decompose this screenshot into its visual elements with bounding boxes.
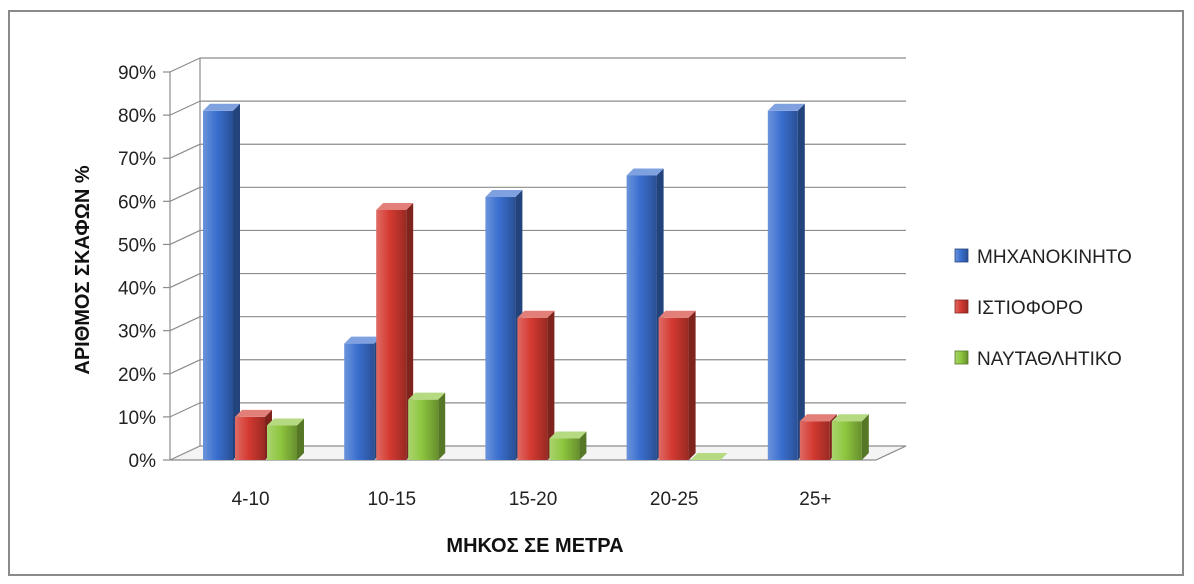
bar-top-face: [408, 392, 446, 400]
bar-top-face: [658, 310, 696, 318]
legend-item: ΜΗΧΑΝΟΚΙΝΗΤΟ: [954, 247, 1132, 268]
bar: [408, 392, 446, 460]
bar: [203, 103, 240, 461]
bar: [517, 310, 555, 460]
bar-top-face: [235, 409, 272, 417]
bar: [767, 103, 805, 461]
gridline-side: [169, 316, 201, 332]
y-axis-title: ΑΡΙΘΜΟΣ ΣΚΑΦΩΝ %: [72, 165, 94, 374]
bar-front-face: [376, 209, 407, 460]
gridline-side: [169, 273, 201, 289]
bar-side-face: [233, 103, 240, 461]
legend-swatch: [954, 350, 969, 365]
legend-swatch: [954, 248, 969, 263]
bar: [831, 414, 869, 460]
bar-front-face: [626, 175, 657, 460]
gridline-side: [169, 402, 201, 418]
bar-side-face: [406, 202, 414, 460]
legend-item: ΝΑΥΤΑΘΛΗΤΙΚΟ: [954, 349, 1122, 370]
bar-top-face: [767, 103, 805, 111]
y-tick-label: 50%: [118, 235, 156, 256]
y-tick-label: 60%: [118, 192, 156, 213]
gridline-side: [169, 100, 201, 116]
bar-front-face: [549, 438, 580, 460]
bar-front-face: [517, 317, 548, 460]
gridline-side: [169, 359, 201, 375]
legend-item: ΙΣΤΙΟΦΟΡΟ: [954, 298, 1083, 319]
bar-front-face: [344, 343, 375, 460]
bar-side-face: [438, 392, 446, 460]
y-tick-label: 20%: [118, 365, 156, 386]
bar-top-face: [517, 310, 555, 318]
bar-front-face: [235, 416, 265, 460]
legend-swatch: [954, 299, 969, 314]
y-tick-label: 40%: [118, 279, 156, 300]
y-tick-label: 70%: [118, 149, 156, 170]
x-axis-title: ΜΗΚΟΣ ΣΕ ΜΕΤΡΑ: [446, 535, 623, 557]
x-tick-label: 15-20: [509, 489, 558, 510]
bar-front-face: [267, 425, 297, 460]
bar: [235, 409, 272, 460]
y-tick-label: 30%: [118, 322, 156, 343]
y-tick-label: 90%: [118, 63, 156, 84]
x-tick-label: 4-10: [232, 489, 270, 510]
bar-side-face: [297, 418, 304, 460]
bar: [267, 418, 304, 460]
bar-top-face: [626, 168, 664, 176]
bar-top-face: [549, 431, 587, 439]
gridline-side: [169, 57, 201, 73]
bar-side-face: [547, 310, 555, 460]
legend-label: ΝΑΥΤΑΘΛΗΤΙΚΟ: [977, 349, 1122, 370]
bar: [549, 431, 587, 460]
bar-top-face: [376, 202, 414, 210]
gridline-side: [169, 143, 201, 159]
gridline-side: [169, 229, 201, 245]
x-tick-label: 25+: [799, 489, 831, 510]
bar-top-face: [690, 453, 728, 460]
x-tick-label: 10-15: [367, 489, 416, 510]
gridline-side: [169, 186, 201, 202]
bar-side-face: [861, 414, 869, 460]
legend-label: ΜΗΧΑΝΟΚΙΝΗΤΟ: [977, 247, 1132, 268]
bar-front-face: [767, 110, 798, 461]
bar-top-face: [267, 418, 304, 426]
bar-side-face: [579, 431, 587, 460]
bar-top-face: [799, 414, 837, 422]
bar: [626, 168, 664, 460]
bar-front-face: [831, 421, 862, 460]
bar-front-face: [799, 421, 830, 460]
bar-front-face: [408, 399, 439, 460]
bar-top-face: [203, 103, 240, 111]
bar-front-face: [485, 197, 516, 460]
bar-top-face: [485, 190, 523, 198]
bar-front-face: [203, 110, 233, 461]
bar: [658, 310, 696, 460]
bar: [690, 453, 728, 460]
bar: [485, 190, 523, 460]
bar-front-face: [658, 317, 689, 460]
bar-side-face: [797, 103, 805, 461]
legend-label: ΙΣΤΙΟΦΟΡΟ: [977, 298, 1083, 319]
bar-top-face: [344, 336, 382, 344]
bar-top-face: [831, 414, 869, 422]
y-tick-label: 80%: [118, 106, 156, 127]
y-tick-label: 10%: [118, 408, 156, 429]
bar: [799, 414, 837, 460]
bar: [376, 202, 414, 460]
legend: ΜΗΧΑΝΟΚΙΝΗΤΟ ΙΣΤΙΟΦΟΡΟ ΝΑΥΤΑΘΛΗΤΙΚΟ: [954, 247, 1132, 370]
y-tick-label: 0%: [129, 451, 157, 472]
x-tick-label: 20-25: [650, 489, 699, 510]
bar: [344, 336, 382, 460]
bar-side-face: [688, 310, 696, 460]
